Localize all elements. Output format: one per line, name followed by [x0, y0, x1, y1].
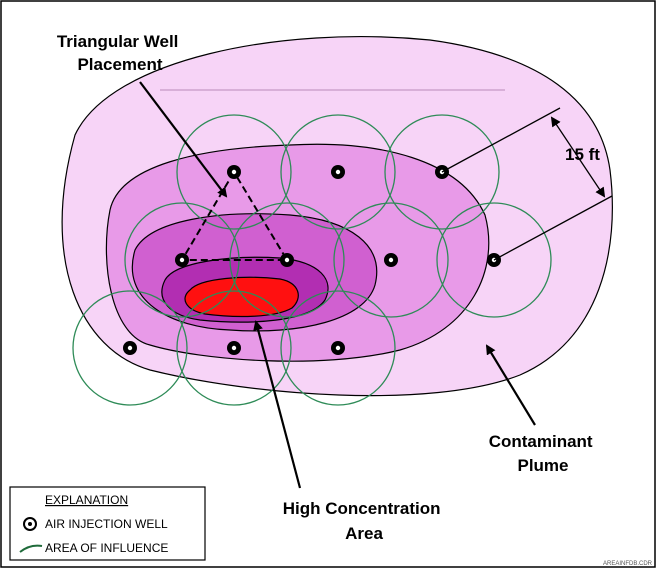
dimension: [441, 107, 613, 261]
well-placement-label: Triangular Well Placement: [57, 32, 183, 74]
well-centers: [127, 169, 497, 351]
triangle: [180, 170, 289, 261]
footer: AREAINFDB.CDR: [603, 561, 653, 567]
influence-circles: [72, 114, 552, 406]
legend: EXPLANATION AIR INJECTION WELL AREA OF I…: [9, 486, 206, 561]
legend-item: AIR INJECTION WELL: [45, 517, 168, 531]
high-concentration-label: High Concentration Area: [283, 499, 445, 543]
arrows: [139, 81, 536, 489]
zone-highest: [184, 276, 299, 318]
plume-label: Contaminant Plume: [489, 432, 598, 475]
legend-item: AREA OF INFLUENCE: [45, 541, 168, 555]
spacing-label: 15 ft: [565, 145, 600, 164]
legend-title: EXPLANATION: [45, 493, 128, 507]
